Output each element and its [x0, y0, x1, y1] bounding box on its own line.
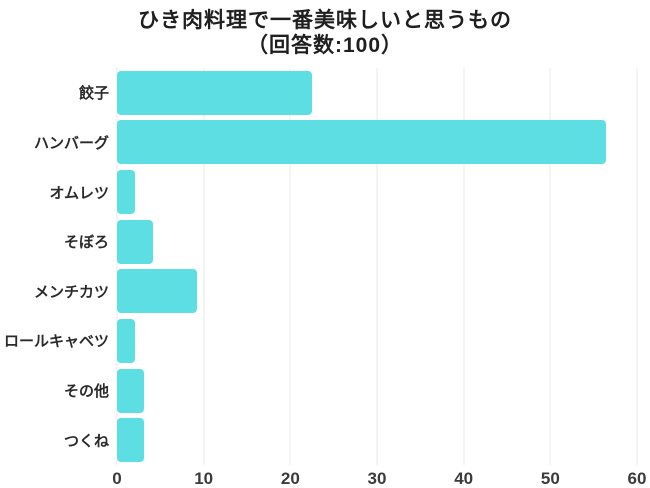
bar — [117, 269, 197, 314]
bar-track — [117, 217, 650, 267]
category-label: そぼろ — [63, 234, 109, 252]
gridline — [289, 68, 291, 465]
bar-track — [117, 167, 650, 217]
bar-row: メンチカツ — [0, 267, 650, 317]
bar-track — [117, 68, 650, 118]
category-label: オムレツ — [49, 184, 109, 202]
plot-area — [116, 68, 638, 465]
chart-title-line1: ひき肉料理で一番美味しいと思うもの — [138, 9, 512, 32]
bar-rows: 餃子ハンバーグオムレツそぼろメンチカツロールキャベツその他つくね — [0, 68, 650, 465]
category-label: メンチカツ — [33, 283, 109, 301]
bar-row: そぼろ — [0, 217, 650, 267]
x-tick-label: 50 — [540, 469, 560, 488]
bar — [117, 170, 135, 215]
bar — [117, 70, 313, 115]
x-tick-label: 0 — [112, 469, 122, 488]
bar-row: 餃子 — [0, 68, 650, 118]
gridline — [463, 68, 465, 465]
bar — [117, 318, 135, 363]
bar — [117, 120, 606, 165]
gridline — [203, 68, 205, 465]
category-label: 餃子 — [78, 85, 109, 103]
bar-row: オムレツ — [0, 167, 650, 217]
bar-track — [117, 118, 650, 168]
bar — [117, 418, 144, 463]
chart-title-line2: （回答数:100） — [246, 34, 404, 57]
gridline — [116, 68, 118, 465]
category-label: その他 — [63, 383, 109, 401]
x-tick-label: 10 — [194, 469, 214, 488]
x-tick-label: 60 — [627, 469, 647, 488]
gridline — [376, 68, 378, 465]
x-axis: 0 10 20 30 40 50 60 — [112, 469, 646, 488]
x-tick-label: 20 — [280, 469, 300, 488]
bar-track — [117, 366, 650, 416]
bar-row: ハンバーグ — [0, 118, 650, 168]
x-tick-label: 30 — [367, 469, 387, 488]
bar-track — [117, 316, 650, 366]
gridline — [636, 68, 638, 465]
bar-track — [117, 415, 650, 465]
x-tick-label: 40 — [454, 469, 474, 488]
chart-title: ひき肉料理で一番美味しいと思うもの （回答数:100） — [0, 8, 650, 58]
bar-row: その他 — [0, 366, 650, 416]
bar-row: つくね — [0, 415, 650, 465]
category-label: ロールキャベツ — [3, 333, 109, 351]
category-label: ハンバーグ — [33, 134, 109, 152]
category-label: つくね — [63, 432, 109, 450]
bar — [117, 368, 144, 413]
gridline — [549, 68, 551, 465]
bar-row: ロールキャベツ — [0, 316, 650, 366]
bar-track — [117, 267, 650, 317]
bar — [117, 219, 153, 264]
